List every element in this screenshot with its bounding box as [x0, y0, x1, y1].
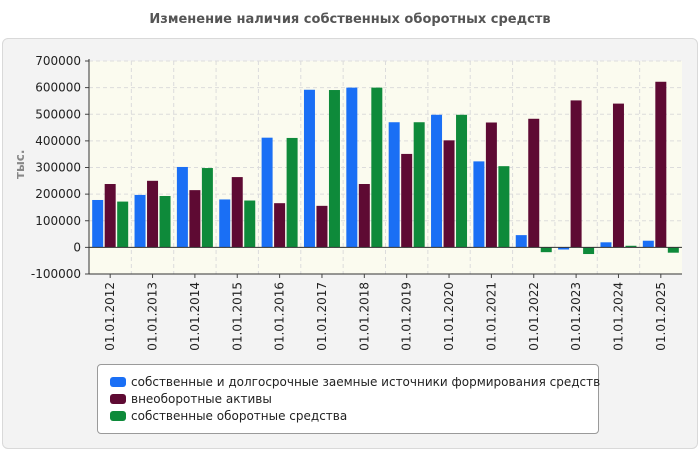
x-tick-label: 01.01.2019 — [400, 282, 414, 351]
x-tick-label: 01.01.2018 — [357, 282, 371, 351]
bar — [159, 195, 171, 248]
bar — [515, 235, 527, 248]
legend-swatch-sources — [110, 377, 126, 387]
y-tick-label: -100000 — [31, 267, 81, 281]
bar — [625, 245, 637, 248]
bar — [570, 100, 582, 248]
legend-item-noncurrent: внеоборотные активы — [110, 391, 272, 407]
bar — [473, 161, 485, 248]
bar — [303, 89, 315, 248]
bar — [456, 114, 468, 248]
x-tick-label: 01.01.2017 — [315, 282, 329, 351]
y-tick-label: 300000 — [35, 161, 81, 175]
x-tick-label: 01.01.2014 — [188, 282, 202, 351]
x-tick-label: 01.01.2021 — [484, 282, 498, 351]
legend-swatch-noncurrent — [110, 394, 126, 404]
x-tick-label: 01.01.2015 — [230, 282, 244, 351]
bar — [92, 199, 104, 248]
bar — [401, 153, 413, 248]
bar — [583, 247, 595, 255]
x-tick-label: 01.01.2023 — [569, 282, 583, 351]
bar — [443, 140, 455, 248]
legend-item-sources: собственные и долгосрочные заемные источ… — [110, 374, 600, 390]
bar — [612, 103, 624, 248]
x-tick-label: 01.01.2024 — [611, 282, 625, 351]
chart-title: Изменение наличия собственных оборотных … — [149, 12, 551, 27]
bar — [104, 184, 116, 248]
bar — [642, 240, 654, 248]
x-tick-label: 01.01.2020 — [442, 282, 456, 351]
bar — [134, 194, 146, 248]
bar — [201, 168, 213, 248]
x-tick-label: 01.01.2025 — [654, 282, 668, 351]
x-tick-label: 01.01.2013 — [146, 282, 160, 351]
bar — [261, 137, 273, 248]
bar — [176, 166, 188, 248]
y-tick-label: 200000 — [35, 187, 81, 201]
y-tick-label: 500000 — [35, 107, 81, 121]
bar — [117, 201, 129, 248]
legend: собственные и долгосрочные заемные источ… — [97, 364, 600, 434]
bar — [558, 247, 570, 250]
bar — [286, 137, 298, 248]
bar — [498, 166, 510, 248]
y-tick-label: 700000 — [35, 54, 81, 68]
legend-label-working-capital: собственные оборотные средства — [131, 409, 348, 423]
bar — [346, 87, 358, 248]
bar — [189, 190, 201, 248]
bar — [485, 122, 497, 248]
y-axis-title: тыс. — [13, 149, 27, 179]
bar — [328, 90, 340, 248]
legend-label-noncurrent: внеоборотные активы — [131, 392, 272, 406]
y-tick-label: 400000 — [35, 134, 81, 148]
bar — [388, 122, 400, 248]
bar — [540, 247, 552, 253]
legend-label-sources: собственные и долгосрочные заемные источ… — [131, 375, 601, 389]
bar — [358, 184, 370, 248]
legend-item-working-capital: собственные оборотные средства — [110, 408, 347, 424]
y-tick-label: 100000 — [35, 214, 81, 228]
legend-swatch-working-capital — [110, 411, 126, 421]
x-tick-label: 01.01.2012 — [103, 282, 117, 351]
bar — [600, 242, 612, 248]
bar — [528, 118, 540, 248]
y-tick-label: 0 — [73, 240, 81, 254]
bar — [655, 81, 667, 248]
bar — [147, 180, 159, 248]
y-tick-label: 600000 — [35, 81, 81, 95]
bar — [316, 205, 328, 248]
bar — [371, 87, 383, 248]
bar — [413, 122, 425, 248]
bar — [219, 199, 231, 248]
bar — [431, 114, 443, 248]
x-tick-label: 01.01.2016 — [273, 282, 287, 351]
x-tick-label: 01.01.2022 — [527, 282, 541, 351]
bar — [244, 200, 256, 248]
bar — [274, 203, 286, 248]
bar — [231, 177, 243, 248]
bar — [667, 247, 679, 253]
